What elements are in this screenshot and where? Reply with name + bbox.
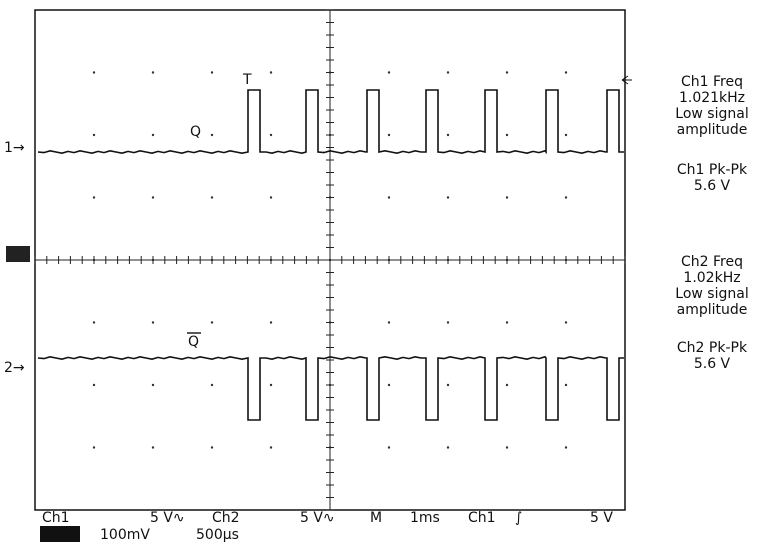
grid-dot — [446, 196, 450, 199]
status-text: 1ms — [410, 510, 440, 526]
grid-dot — [387, 196, 391, 199]
grid-dot — [92, 133, 96, 137]
grid-dot — [564, 196, 568, 199]
grid-dot — [210, 196, 214, 199]
status-text: 100mV — [100, 527, 150, 543]
readout-line: Low signal — [675, 106, 748, 122]
status-text: 5 V∿ — [300, 510, 335, 526]
grid-dot — [505, 71, 509, 74]
grid-dot — [92, 71, 96, 74]
trigger-arrow — [621, 75, 632, 85]
readout-line: Ch2 Pk-Pk — [677, 340, 748, 356]
grid-dot — [564, 446, 568, 449]
grid-dot — [446, 446, 450, 449]
readout-line: amplitude — [677, 302, 748, 318]
status-text: M — [370, 510, 382, 526]
grid-dot — [446, 321, 450, 324]
status-text: Ch2 — [212, 510, 240, 526]
status-bar: Ch1 5 V∿ Ch2 5 V∿ M 1ms Ch1 ∫ 5 V Ref1 100mV 500µs — [40, 510, 613, 543]
grid-dot — [92, 446, 96, 449]
grid-dot — [269, 71, 273, 74]
grid-dot — [505, 321, 509, 324]
grid-dot — [269, 383, 273, 387]
readout-line: Ch1 Pk-Pk — [677, 162, 748, 178]
status-text: 5 V∿ — [150, 510, 185, 526]
readout-line: 1.021kHz — [679, 90, 745, 106]
readout-line: amplitude — [677, 122, 748, 138]
waveform-label: T — [242, 72, 252, 88]
grid-dot — [210, 71, 214, 74]
grid-dot — [446, 71, 450, 74]
grid-dot — [564, 71, 568, 74]
grid-dot — [387, 133, 391, 137]
ch1-waveform — [37, 89, 624, 155]
readout-line: 1.02kHz — [683, 270, 740, 286]
grid-dot — [151, 321, 155, 324]
grid-dot — [151, 133, 155, 137]
graticule-dots — [34, 9, 626, 511]
ref-label: Ref1 — [42, 527, 78, 543]
ch2-waveform — [37, 355, 624, 421]
grid-dot — [92, 321, 96, 324]
channel-marker: 1→ — [4, 140, 25, 156]
grid-dot — [505, 446, 509, 449]
readout-line: Low signal — [675, 286, 748, 302]
grid-dot — [269, 446, 273, 449]
grid-dot — [210, 321, 214, 324]
status-text: 5 V — [590, 510, 613, 526]
grid-dot — [210, 446, 214, 449]
ref-badge — [40, 526, 80, 542]
readout-line: 5.6 V — [694, 178, 731, 194]
status-text: Ch1 — [468, 510, 496, 526]
grid-dot — [269, 133, 273, 137]
grid-dot — [564, 133, 568, 137]
readout-line: Ch1 Freq — [681, 74, 743, 90]
readout-line: Ch2 Freq — [681, 254, 743, 270]
grid-dot — [387, 383, 391, 387]
grid-dot — [505, 196, 509, 199]
grid-dot — [387, 446, 391, 449]
grid-dot — [92, 383, 96, 387]
grid-dot — [151, 446, 155, 449]
waveform-label: Q — [190, 124, 201, 140]
grid-dot — [210, 133, 214, 137]
grid-dot — [564, 321, 568, 324]
grid-dot — [151, 196, 155, 199]
grid-dot — [210, 383, 214, 387]
readout-line: 5.6 V — [694, 356, 731, 372]
grid-dot — [446, 133, 450, 137]
grid-dot — [387, 71, 391, 74]
status-text: 500µs — [196, 527, 239, 543]
grid-dot — [269, 321, 273, 324]
grid-dot — [151, 383, 155, 387]
grid-dot — [564, 383, 568, 387]
grid-dot — [387, 321, 391, 324]
waveform-label: Q — [188, 334, 199, 350]
grid-dot — [269, 196, 273, 199]
status-text: ∫ — [515, 510, 522, 526]
status-text: Ch1 — [42, 510, 70, 526]
grid-dot — [505, 133, 509, 137]
grid-dot — [505, 383, 509, 387]
grid-dot — [92, 196, 96, 199]
ref-marker — [6, 246, 30, 262]
channel-marker: 2→ — [4, 360, 25, 376]
grid-dot — [446, 383, 450, 387]
grid-dot — [151, 71, 155, 74]
